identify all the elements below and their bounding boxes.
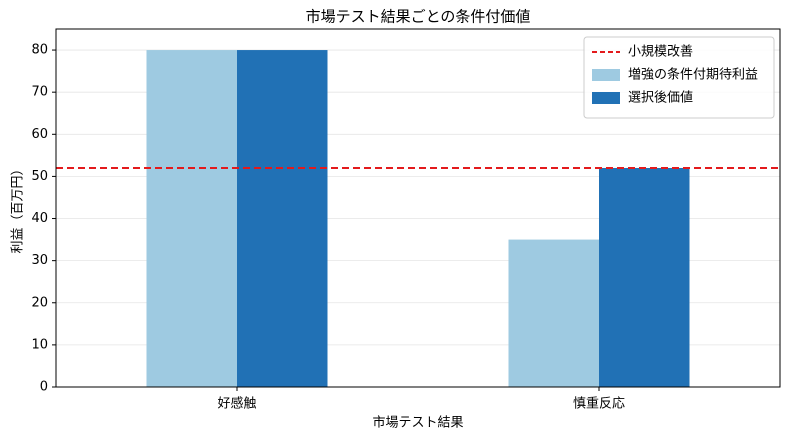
y-tick-label: 70 <box>31 85 48 100</box>
y-tick-label: 20 <box>31 295 48 310</box>
x-tick-label: 好感触 <box>217 396 256 412</box>
bar <box>146 50 237 387</box>
y-tick-label: 30 <box>31 253 48 268</box>
legend-label: 増強の条件付期待利益 <box>628 67 758 83</box>
legend-label: 小規模改善 <box>628 44 693 60</box>
y-tick-label: 50 <box>31 169 48 184</box>
x-tick-label: 慎重反応 <box>573 396 625 412</box>
y-tick-label: 80 <box>31 43 48 58</box>
y-tick-label: 60 <box>31 127 48 142</box>
bar <box>508 239 599 387</box>
y-tick-label: 10 <box>31 337 48 352</box>
legend-label: 選択後価値 <box>628 90 693 106</box>
legend-box <box>583 36 775 119</box>
plot-frame <box>55 28 781 388</box>
bar <box>237 50 328 387</box>
y-tick-label: 0 <box>40 380 48 395</box>
y-tick-label: 40 <box>31 211 48 226</box>
legend-swatch <box>592 92 620 104</box>
x-axis-label: 市場テスト結果 <box>372 415 463 431</box>
y-axis-label: 利益（百万円） <box>11 162 26 253</box>
chart-title: 市場テスト結果ごとの条件付価値 <box>306 8 531 26</box>
legend-swatch <box>592 69 620 81</box>
bar <box>599 167 690 387</box>
